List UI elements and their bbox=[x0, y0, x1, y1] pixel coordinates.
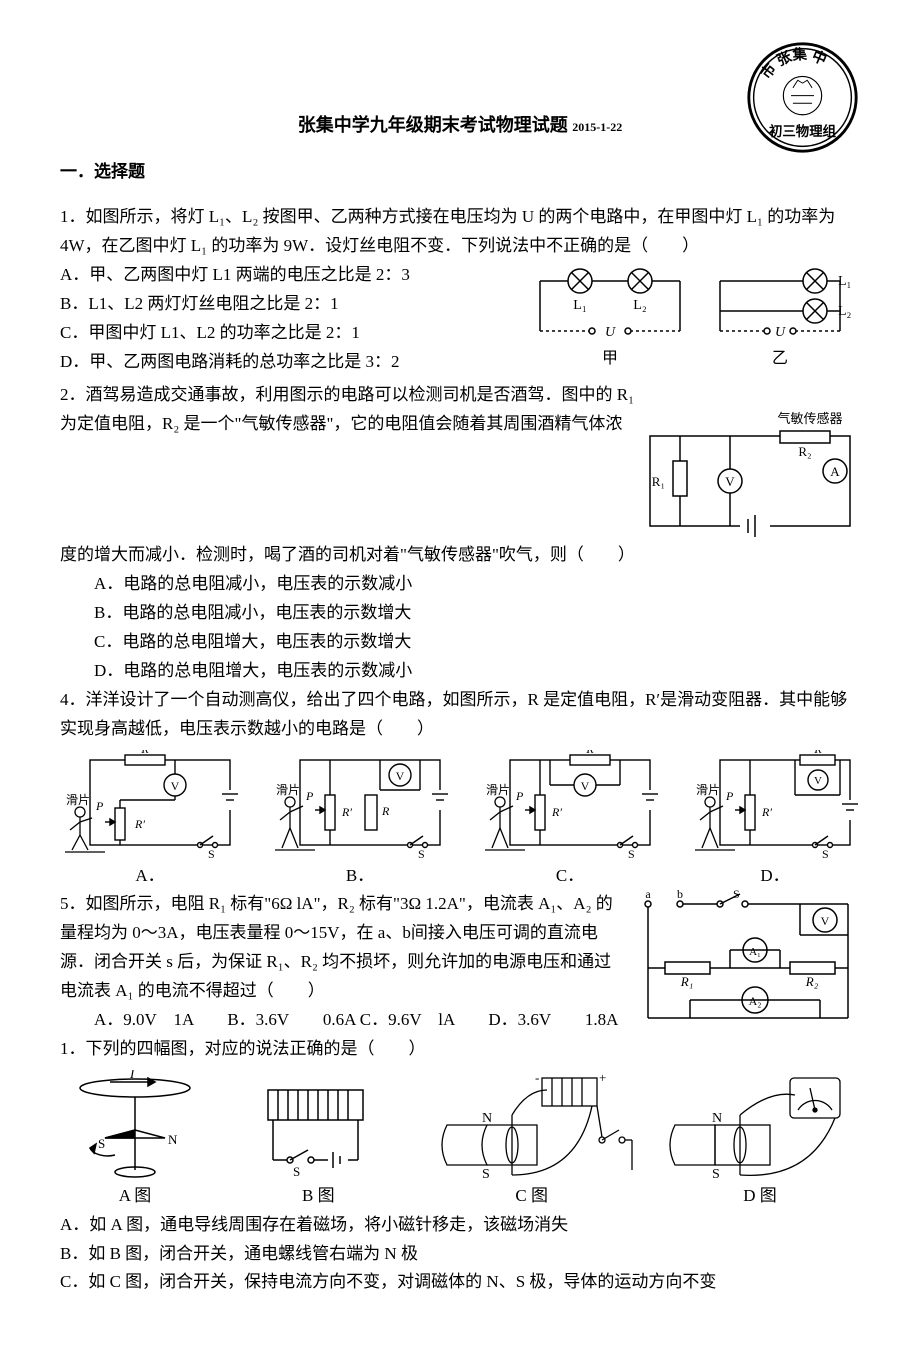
svg-text:V: V bbox=[725, 474, 735, 489]
svg-text:V: V bbox=[581, 779, 590, 793]
svg-text:S: S bbox=[628, 847, 635, 860]
q1b-stem: 1．下列的四幅图，对应的说法正确的是（ ） bbox=[60, 1035, 860, 1064]
title-text: 张集中学九年级期末考试物理试题 bbox=[298, 115, 568, 135]
q4-label-b: B． bbox=[270, 862, 450, 891]
svg-text:S: S bbox=[293, 1164, 300, 1179]
svg-text:乙: 乙 bbox=[772, 350, 788, 367]
q1b-opt-c: C．如 C 图，闭合开关，保持电流方向不变，对调磁体的 N、S 极，导体的运动方… bbox=[60, 1268, 860, 1297]
title-date: 2015-1-22 bbox=[572, 120, 622, 134]
svg-text:S: S bbox=[98, 1136, 105, 1151]
section-1-header: 一．选择题 bbox=[60, 158, 860, 187]
q4-fig-a: R R′ V S 滑片 P A． bbox=[60, 750, 240, 891]
svg-text:L₂: L₂ bbox=[838, 304, 852, 319]
svg-text:初三物理组: 初三物理组 bbox=[769, 123, 837, 139]
svg-text:R′: R′ bbox=[551, 805, 562, 819]
q2-opt-c: C．电路的总电阻增大，电压表的示数增大 bbox=[94, 628, 860, 657]
svg-text:R: R bbox=[813, 750, 822, 756]
svg-text:R′: R′ bbox=[134, 817, 145, 831]
svg-text:S: S bbox=[208, 847, 215, 860]
svg-text:V: V bbox=[396, 769, 405, 783]
q1b-label-c: C 图 bbox=[427, 1182, 637, 1211]
svg-text:P: P bbox=[305, 789, 314, 803]
svg-text:S: S bbox=[482, 1167, 490, 1180]
q4-label-c: C． bbox=[480, 862, 660, 891]
q1b-opt-b: B．如 B 图，闭合开关，通电螺线管右端为 N 极 bbox=[60, 1240, 860, 1269]
question-1b: 1．下列的四幅图，对应的说法正确的是（ ） I bbox=[60, 1035, 860, 1297]
svg-text:滑片: 滑片 bbox=[696, 783, 720, 797]
svg-text:S: S bbox=[822, 847, 829, 860]
q2-opt-b: B．电路的总电阻减小，电压表的示数增大 bbox=[94, 599, 860, 628]
svg-text:P: P bbox=[515, 789, 524, 803]
svg-text:A₁: A₁ bbox=[749, 946, 761, 958]
page-title: 张集中学九年级期末考试物理试题 2015-1-22 bbox=[60, 110, 860, 141]
q1b-fig-a: I S N A 图 bbox=[60, 1070, 210, 1211]
svg-text:S: S bbox=[418, 847, 425, 860]
q1b-label-b: B 图 bbox=[233, 1182, 403, 1211]
q2-figure: 气敏传感器 R₂ bbox=[640, 411, 860, 541]
q5-figure: a b S V A₁ A₂ R₁ R₂ bbox=[630, 890, 860, 1030]
svg-text:V: V bbox=[814, 775, 822, 787]
svg-text:P: P bbox=[95, 799, 104, 813]
svg-text:S: S bbox=[733, 890, 740, 901]
q1-figure: L₁ L₂ U 甲 L₁ L₂ U 乙 bbox=[530, 261, 860, 381]
svg-text:I: I bbox=[129, 1070, 135, 1081]
q4-fig-d: R R′ V S 滑片 P D． bbox=[690, 750, 860, 891]
svg-text:S: S bbox=[712, 1167, 720, 1180]
svg-text:A₂: A₂ bbox=[749, 994, 762, 1008]
svg-text:+: + bbox=[599, 1070, 606, 1085]
svg-text:U: U bbox=[775, 325, 786, 340]
q1b-label-a: A 图 bbox=[60, 1182, 210, 1211]
svg-text:R₁: R₁ bbox=[652, 474, 665, 489]
q1b-fig-c: - + N S C 图 bbox=[427, 1070, 637, 1211]
q1-stem: 1．如图所示，将灯 L₁、L₂ 按图甲、乙两种方式接在电压均为 U 的两个电路中… bbox=[60, 203, 860, 261]
q1b-fig-b: S B 图 bbox=[233, 1070, 403, 1211]
svg-text:-: - bbox=[535, 1070, 539, 1085]
svg-text:R: R bbox=[585, 750, 594, 756]
svg-text:N: N bbox=[168, 1132, 178, 1147]
q4-fig-c: R R′ V S 滑片 P C． bbox=[480, 750, 660, 891]
svg-text:V: V bbox=[171, 779, 180, 793]
q4-label-a: A． bbox=[60, 862, 240, 891]
question-4: 4．洋洋设计了一个自动测高仪，给出了四个电路，如图所示，R 是定值电阻，R′是滑… bbox=[60, 686, 860, 891]
question-5: a b S V A₁ A₂ R₁ R₂ 5．如图所示，电阻 R₁ 标有"6Ω l… bbox=[60, 890, 860, 1034]
q1b-opt-a: A．如 A 图，通电导线周围存在着磁场，将小磁针移走，该磁场消失 bbox=[60, 1211, 860, 1240]
question-2: 气敏传感器 R₂ bbox=[60, 381, 860, 685]
svg-text:R₂: R₂ bbox=[798, 444, 811, 459]
svg-text:R₂: R₂ bbox=[805, 974, 819, 989]
svg-text:b: b bbox=[677, 890, 683, 901]
school-stamp: 市 张集 中 初三物理组 bbox=[745, 40, 860, 155]
svg-text:市 张集 中: 市 张集 中 bbox=[757, 45, 830, 82]
q4-label-d: D． bbox=[690, 862, 860, 891]
svg-text:a: a bbox=[645, 890, 651, 901]
question-1: 1．如图所示，将灯 L₁、L₂ 按图甲、乙两种方式接在电压均为 U 的两个电路中… bbox=[60, 203, 860, 381]
svg-text:U: U bbox=[605, 325, 616, 340]
svg-text:R: R bbox=[381, 804, 390, 818]
svg-text:N: N bbox=[482, 1111, 492, 1126]
svg-text:R: R bbox=[140, 750, 149, 756]
svg-text:V: V bbox=[821, 914, 830, 928]
svg-text:A: A bbox=[830, 464, 840, 479]
svg-text:R₁: R₁ bbox=[680, 974, 693, 989]
svg-text:R′: R′ bbox=[761, 805, 772, 819]
svg-text:P: P bbox=[725, 789, 734, 803]
svg-text:滑片: 滑片 bbox=[276, 783, 300, 797]
svg-text:L₂: L₂ bbox=[633, 298, 647, 313]
q4-fig-b: R R′ V S 滑片 P B． bbox=[270, 750, 450, 891]
svg-text:滑片: 滑片 bbox=[486, 783, 510, 797]
svg-text:气敏传感器: 气敏传感器 bbox=[777, 411, 842, 426]
q1b-fig-d: N S D 图 bbox=[660, 1070, 860, 1211]
q4-stem: 4．洋洋设计了一个自动测高仪，给出了四个电路，如图所示，R 是定值电阻，R′是滑… bbox=[60, 686, 860, 744]
svg-text:R′: R′ bbox=[341, 805, 352, 819]
q2-opt-a: A．电路的总电阻减小，电压表的示数减小 bbox=[94, 570, 860, 599]
svg-text:滑片: 滑片 bbox=[66, 793, 90, 807]
svg-text:N: N bbox=[712, 1111, 722, 1126]
svg-text:甲: 甲 bbox=[602, 350, 618, 367]
svg-text:L₁: L₁ bbox=[838, 274, 851, 289]
svg-text:L₁: L₁ bbox=[573, 298, 586, 313]
q1b-label-d: D 图 bbox=[660, 1182, 860, 1211]
q1b-figure-row: I S N A 图 bbox=[60, 1070, 860, 1211]
q4-figure-row: R R′ V S 滑片 P A． bbox=[60, 750, 860, 891]
q2-opt-d: D．电路的总电阻增大，电压表的示数减小 bbox=[94, 657, 860, 686]
